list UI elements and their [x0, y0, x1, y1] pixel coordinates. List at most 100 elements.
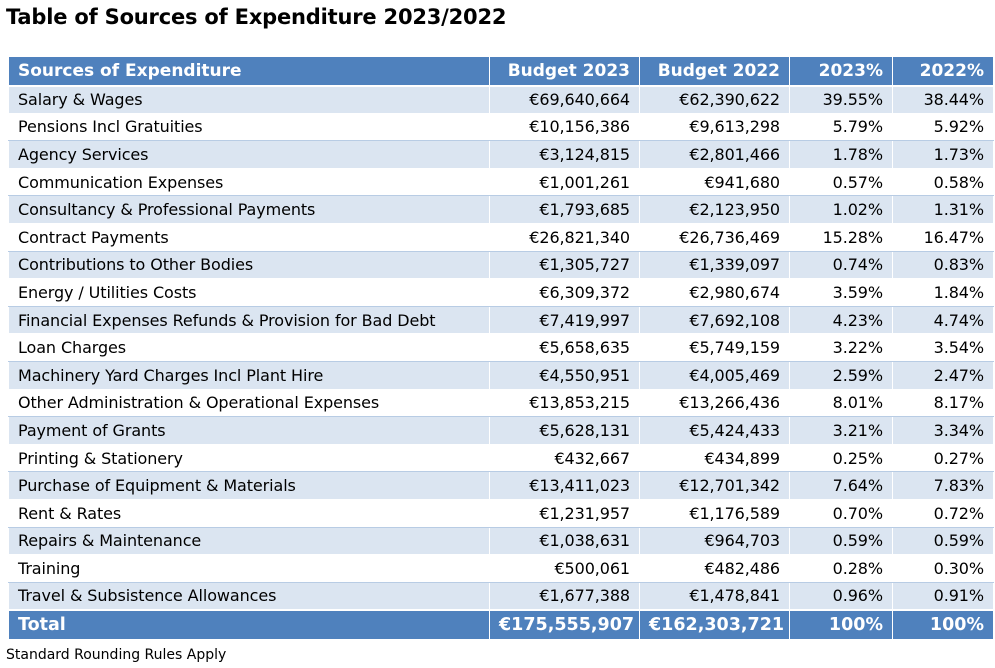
cell-budget-2023: €1,001,261: [489, 167, 640, 197]
cell-pct-2022: 7.83%: [892, 471, 994, 500]
header-pct-2022: 2022%: [892, 56, 994, 87]
cell-source: Contract Payments: [8, 222, 490, 252]
table-total-row: Total €175,555,907 €162,303,721 100% 100…: [8, 608, 994, 641]
cell-budget-2022: €7,692,108: [639, 305, 790, 335]
total-budget-2023: €175,555,907: [489, 608, 640, 641]
cell-budget-2023: €432,667: [489, 443, 640, 473]
cell-budget-2022: €62,390,622: [639, 85, 790, 114]
cell-pct-2022: 0.91%: [892, 581, 994, 611]
cell-pct-2023: 0.57%: [789, 167, 893, 197]
cell-pct-2023: 4.23%: [789, 305, 893, 335]
cell-budget-2022: €434,899: [639, 443, 790, 473]
cell-budget-2023: €5,658,635: [489, 333, 640, 362]
cell-budget-2023: €69,640,664: [489, 85, 640, 114]
cell-pct-2022: 0.27%: [892, 443, 994, 473]
total-pct-2022: 100%: [892, 608, 994, 641]
cell-pct-2022: 0.58%: [892, 167, 994, 197]
table-header-row: Sources of Expenditure Budget 2023 Budge…: [8, 56, 994, 87]
cell-pct-2022: 16.47%: [892, 222, 994, 252]
cell-pct-2022: 4.74%: [892, 305, 994, 335]
cell-pct-2022: 1.73%: [892, 140, 994, 169]
cell-budget-2022: €2,801,466: [639, 140, 790, 169]
expenditure-table: Sources of Expenditure Budget 2023 Budge…: [8, 56, 994, 641]
cell-budget-2023: €13,853,215: [489, 388, 640, 418]
cell-source: Travel & Subsistence Allowances: [8, 581, 490, 611]
cell-source: Machinery Yard Charges Incl Plant Hire: [8, 360, 490, 390]
table-row: Loan Charges €5,658,635 €5,749,159 3.22% 3.5…: [8, 333, 994, 362]
cell-budget-2023: €6,309,372: [489, 278, 640, 307]
cell-budget-2022: €9,613,298: [639, 112, 790, 142]
cell-budget-2022: €5,749,159: [639, 333, 790, 362]
cell-source: Financial Expenses Refunds & Provision f…: [8, 305, 490, 335]
cell-budget-2022: €26,736,469: [639, 222, 790, 252]
cell-pct-2022: 0.59%: [892, 526, 994, 556]
table-row: Travel & Subsistence Allowances €1,677,38…: [8, 581, 994, 611]
cell-budget-2023: €5,628,131: [489, 416, 640, 445]
cell-budget-2022: €1,339,097: [639, 250, 790, 280]
cell-budget-2022: €12,701,342: [639, 471, 790, 500]
header-sources: Sources of Expenditure: [8, 56, 490, 87]
cell-source: Other Administration & Operational Expen…: [8, 388, 490, 418]
cell-budget-2022: €482,486: [639, 554, 790, 583]
footnote: Standard Rounding Rules Apply: [6, 647, 227, 663]
cell-pct-2022: 0.30%: [892, 554, 994, 583]
cell-budget-2023: €500,061: [489, 554, 640, 583]
cell-pct-2023: 0.25%: [789, 443, 893, 473]
cell-source: Energy / Utilities Costs: [8, 278, 490, 307]
cell-pct-2022: 3.54%: [892, 333, 994, 362]
table-row: Contributions to Other Bodies €1,305,727 €…: [8, 250, 994, 280]
cell-budget-2022: €1,176,589: [639, 498, 790, 528]
cell-source: Repairs & Maintenance: [8, 526, 490, 556]
cell-pct-2023: 0.28%: [789, 554, 893, 583]
table-row: Repairs & Maintenance €1,038,631 €964,703 0…: [8, 526, 994, 556]
total-pct-2023: 100%: [789, 608, 893, 641]
table-row: Energy / Utilities Costs €6,309,372 €2,980…: [8, 278, 994, 307]
cell-source: Rent & Rates: [8, 498, 490, 528]
cell-pct-2023: 2.59%: [789, 360, 893, 390]
cell-pct-2022: 5.92%: [892, 112, 994, 142]
table-row: Consultancy & Professional Payments €1,79…: [8, 195, 994, 224]
expenditure-table-container: Sources of Expenditure Budget 2023 Budge…: [8, 56, 994, 641]
table-row: Contract Payments €26,821,340 €26,736,469 1…: [8, 222, 994, 252]
cell-pct-2023: 0.74%: [789, 250, 893, 280]
table-row: Printing & Stationery €432,667 €434,899 0.2…: [8, 443, 994, 473]
cell-budget-2023: €1,038,631: [489, 526, 640, 556]
header-budget-2023: Budget 2023: [489, 56, 640, 87]
page-title: Table of Sources of Expenditure 2023/202…: [6, 5, 507, 29]
header-pct-2023: 2023%: [789, 56, 893, 87]
table-body: Salary & Wages €69,640,664 €62,390,622 39.5…: [8, 85, 994, 611]
table-row: Salary & Wages €69,640,664 €62,390,622 39.5…: [8, 85, 994, 114]
cell-budget-2023: €1,231,957: [489, 498, 640, 528]
cell-pct-2023: 5.79%: [789, 112, 893, 142]
cell-budget-2022: €941,680: [639, 167, 790, 197]
table-row: Purchase of Equipment & Materials €13,411…: [8, 471, 994, 500]
cell-pct-2023: 1.02%: [789, 195, 893, 224]
total-label: Total: [8, 608, 490, 641]
cell-budget-2022: €5,424,433: [639, 416, 790, 445]
cell-source: Contributions to Other Bodies: [8, 250, 490, 280]
table-row: Communication Expenses €1,001,261 €941,680…: [8, 167, 994, 197]
cell-source: Consultancy & Professional Payments: [8, 195, 490, 224]
cell-budget-2023: €26,821,340: [489, 222, 640, 252]
cell-pct-2023: 3.21%: [789, 416, 893, 445]
table-row: Training €500,061 €482,486 0.28% 0.30%: [8, 554, 994, 583]
cell-source: Purchase of Equipment & Materials: [8, 471, 490, 500]
header-budget-2022: Budget 2022: [639, 56, 790, 87]
cell-pct-2023: 0.70%: [789, 498, 893, 528]
table-row: Payment of Grants €5,628,131 €5,424,433 3.2…: [8, 416, 994, 445]
cell-budget-2023: €4,550,951: [489, 360, 640, 390]
cell-budget-2022: €2,980,674: [639, 278, 790, 307]
cell-pct-2023: 3.59%: [789, 278, 893, 307]
cell-pct-2023: 1.78%: [789, 140, 893, 169]
cell-budget-2023: €1,305,727: [489, 250, 640, 280]
cell-pct-2023: 8.01%: [789, 388, 893, 418]
cell-source: Printing & Stationery: [8, 443, 490, 473]
cell-pct-2022: 0.83%: [892, 250, 994, 280]
cell-budget-2023: €1,677,388: [489, 581, 640, 611]
cell-source: Salary & Wages: [8, 85, 490, 114]
cell-pct-2022: 3.34%: [892, 416, 994, 445]
cell-pct-2023: 7.64%: [789, 471, 893, 500]
cell-budget-2022: €4,005,469: [639, 360, 790, 390]
table-row: Machinery Yard Charges Incl Plant Hire €4…: [8, 360, 994, 390]
cell-source: Pensions Incl Gratuities: [8, 112, 490, 142]
